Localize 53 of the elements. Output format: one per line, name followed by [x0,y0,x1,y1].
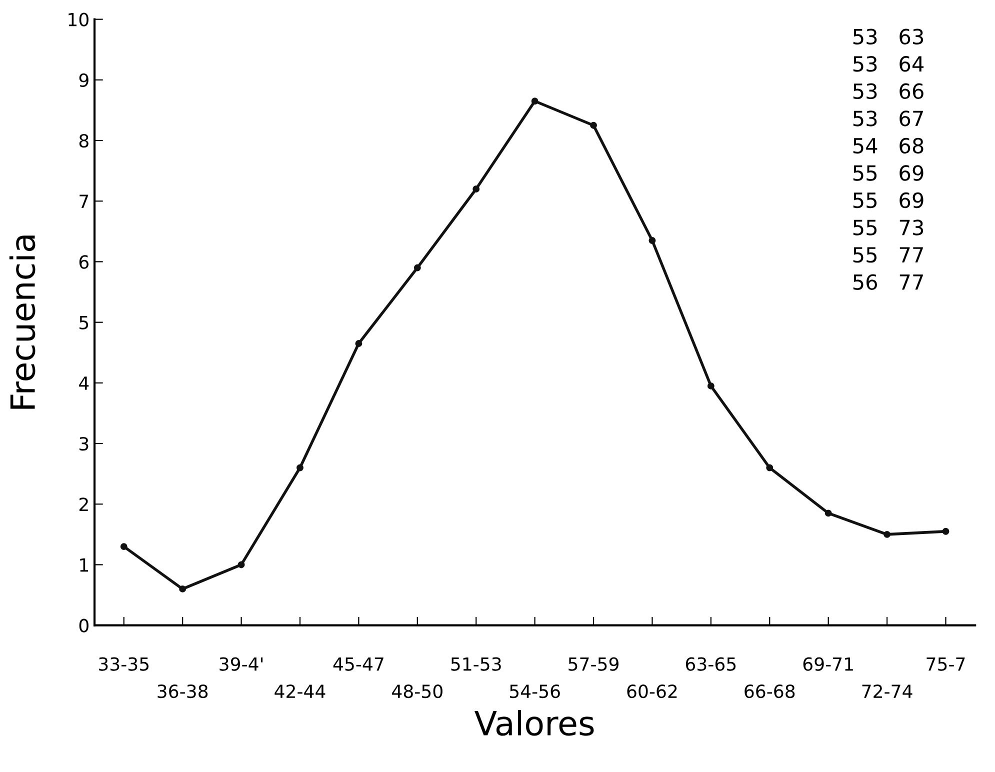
x-tick-label: 48-50 [392,684,442,698]
annotation: 55 69 [853,165,924,181]
annotation: 53 67 [853,110,923,126]
x-tick-label: 69-71 [803,657,853,671]
y-tick-label: 9 [79,73,88,88]
point [590,122,597,129]
y-axis-title: Frecuencia [9,236,36,409]
annotation: 55 77 [853,247,923,263]
y-tick-label: 0 [79,618,88,632]
point [120,543,128,550]
point [884,530,891,538]
point [414,264,421,272]
annotation: 53 64 [853,56,924,72]
x-tick-label: 36-38 [158,684,208,698]
annotation: 54 68 [853,138,924,154]
y-tick-label: 10 [68,12,88,26]
point [766,464,774,472]
annotation: 56 77 [853,274,923,290]
x-tick-label: 33-35 [99,657,149,671]
point [355,340,362,347]
point [942,528,950,535]
x-tick-label: 66-68 [744,684,795,698]
point [179,585,186,592]
point [648,237,656,244]
point [238,561,245,568]
y-tick-label: 5 [80,316,88,330]
x-tick-label: 57-59 [568,657,618,671]
x-tick-label: 45-47 [333,657,384,671]
annotation: 53 66 [853,83,924,100]
x-tick-label: 39-4' [220,657,263,671]
y-tick-label: 4 [79,376,89,390]
x-tick-label: 42-44 [274,684,326,698]
point [531,98,538,105]
point [824,510,832,517]
annotation: 55 73 [853,220,924,236]
point [296,464,304,472]
y-tick-label: 2 [80,498,88,511]
y-tick-label: 6 [79,255,89,269]
x-tick-label: 54-56 [510,684,560,698]
x-tick-label: 60-62 [627,684,677,698]
y-tick-label: 1 [80,558,88,572]
y-tick-label: 3 [80,436,88,451]
y-tick-label: 8 [79,134,88,148]
y-tick-label: 7 [80,194,88,208]
x-axis-title: Valores [474,710,594,736]
x-tick-label: 51-53 [451,657,501,671]
point [472,186,480,192]
x-tick-label: 72-74 [862,684,912,698]
annotation: 53 63 [853,28,924,45]
point [707,382,714,390]
x-tick-label: 75-7 [926,657,965,671]
x-tick-label: 63-65 [686,657,736,671]
annotation: 55 69 [853,192,924,208]
